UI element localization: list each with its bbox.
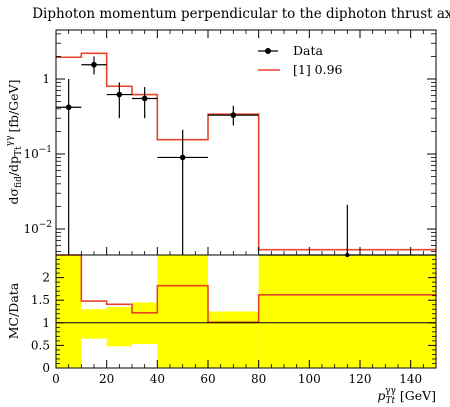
ratio-y-tick-label: 1.5 <box>31 293 50 307</box>
chart-title: Diphoton momentum perpendicular to the d… <box>32 6 450 22</box>
main-y-tick-label: 1 <box>42 72 50 86</box>
x-tick-label: 100 <box>298 372 321 386</box>
main-y-tick-label: 10−2 <box>23 220 52 236</box>
mc-histogram-line <box>56 52 436 251</box>
svg-text:MC/Data: MC/Data <box>6 282 21 339</box>
x-tick-label: 0 <box>52 372 60 386</box>
ratio-band-bin-2 <box>106 306 132 347</box>
ratio-y-tick-label: 1 <box>42 316 50 330</box>
ratio-y-tick-label: 0 <box>42 361 50 375</box>
x-tick-label: 80 <box>251 372 266 386</box>
legend: Data [1] 0.96 <box>258 43 343 77</box>
legend-data-marker <box>265 48 271 54</box>
ratio-band-bin-4 <box>157 255 208 368</box>
ratio-y-axis-label: MC/Data <box>6 282 21 339</box>
ratio-band-bin-0 <box>56 255 82 368</box>
x-axis-label: pTtγγ [GeV] <box>377 386 436 406</box>
legend-data-label: Data <box>293 43 323 58</box>
svg-text:dσfid/dpTtγγ[fb/GeV]: dσfid/dpTtγγ[fb/GeV] <box>5 80 24 205</box>
x-tick-label: 40 <box>150 372 165 386</box>
data-point-1 <box>91 61 97 68</box>
main-y-axis-label: dσfid/dpTtγγ[fb/GeV] <box>5 80 24 205</box>
tick-layer: 0 20 40 60 80 100 120 140 1 10−1 10−2 0 0.5 1 1.5 2 <box>23 30 436 386</box>
x-tick-label: 60 <box>200 372 215 386</box>
data-point-2 <box>116 91 123 98</box>
legend-mc-label: [1] 0.96 <box>293 62 343 77</box>
ratio-band-bin-6 <box>258 255 436 368</box>
data-point-3 <box>141 95 148 102</box>
data-point-4 <box>179 154 186 161</box>
main-y-tick-label: 10−1 <box>23 145 52 161</box>
x-tick-label: 20 <box>99 372 114 386</box>
main-plot-frame <box>55 29 437 256</box>
ratio-y-tick-label: 2 <box>42 271 50 285</box>
x-tick-label: 120 <box>349 372 372 386</box>
ratio-y-tick-label: 0.5 <box>31 338 50 352</box>
x-tick-label: 140 <box>399 372 422 386</box>
ratio-band-bin-5 <box>208 311 259 368</box>
data-point-0 <box>65 104 72 111</box>
ratio-band-layer <box>56 255 436 368</box>
ratio-band-bin-1 <box>81 309 107 339</box>
data-point-5 <box>230 112 237 118</box>
main-mc-layer <box>56 52 436 251</box>
